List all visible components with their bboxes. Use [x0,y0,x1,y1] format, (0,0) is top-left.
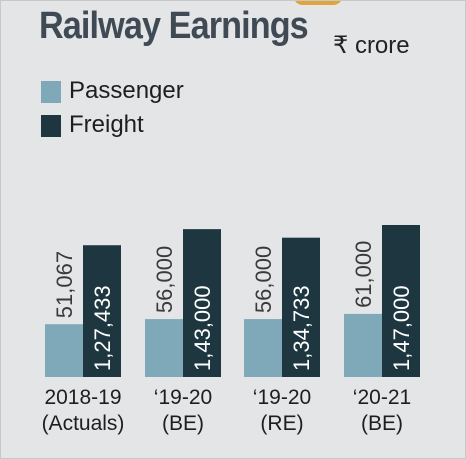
category-period: 2018-19 [44,386,122,409]
value-label-freight-0: 1,27,433 [90,285,115,371]
category-label-0: 2018-19 (Actuals) [28,385,138,437]
category-label-2: ‘19-20 (RE) [227,385,337,437]
category-type: (RE) [260,412,304,435]
bar-freight-0 [83,245,121,377]
category-label-1: ‘19-20 (BE) [128,385,238,437]
legend-label-passenger: Passenger [69,77,184,104]
bar-passenger-1 [145,319,183,377]
category-type: (BE) [361,412,403,435]
category-period: ‘19-20 [153,386,213,409]
value-label-passenger-3: 61,000 [351,241,376,308]
bar-passenger-0 [45,324,83,377]
unit-label: ₹ crore [333,32,410,59]
value-label-passenger-1: 56,000 [152,246,177,313]
category-label-3: ‘20-21 (BE) [327,385,437,437]
category-period: ‘20-21 [352,386,412,409]
value-label-freight-1: 1,43,000 [190,285,215,371]
bar-passenger-3 [344,313,382,377]
category-period: ‘19-20 [252,386,312,409]
category-type: (BE) [162,412,204,435]
legend-swatch-passenger [41,81,61,103]
value-label-freight-3: 1,47,000 [389,285,414,371]
bar-freight-3 [382,225,420,377]
value-label-passenger-0: 51,067 [52,251,77,318]
legend-swatch-freight [41,115,61,137]
legend-label-freight: Freight [69,111,144,138]
bar-passenger-2 [244,319,282,377]
bar-freight-2 [282,237,320,377]
accent-tab [293,1,343,5]
chart-title: Railway Earnings [39,5,309,47]
bar-freight-1 [183,229,221,377]
value-label-passenger-2: 56,000 [251,246,276,313]
value-label-freight-2: 1,34,733 [289,285,314,371]
category-type: (Actuals) [41,412,125,435]
